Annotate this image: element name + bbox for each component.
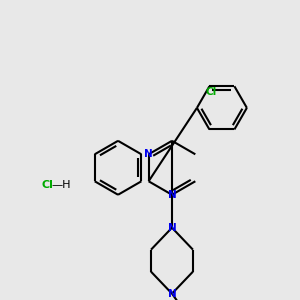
Text: Cl: Cl	[206, 87, 217, 97]
Text: Cl: Cl	[41, 180, 53, 190]
Text: N: N	[144, 149, 153, 159]
Text: N: N	[168, 289, 176, 298]
Text: —H: —H	[51, 180, 71, 190]
Text: N: N	[168, 190, 176, 200]
Text: N: N	[168, 223, 176, 233]
